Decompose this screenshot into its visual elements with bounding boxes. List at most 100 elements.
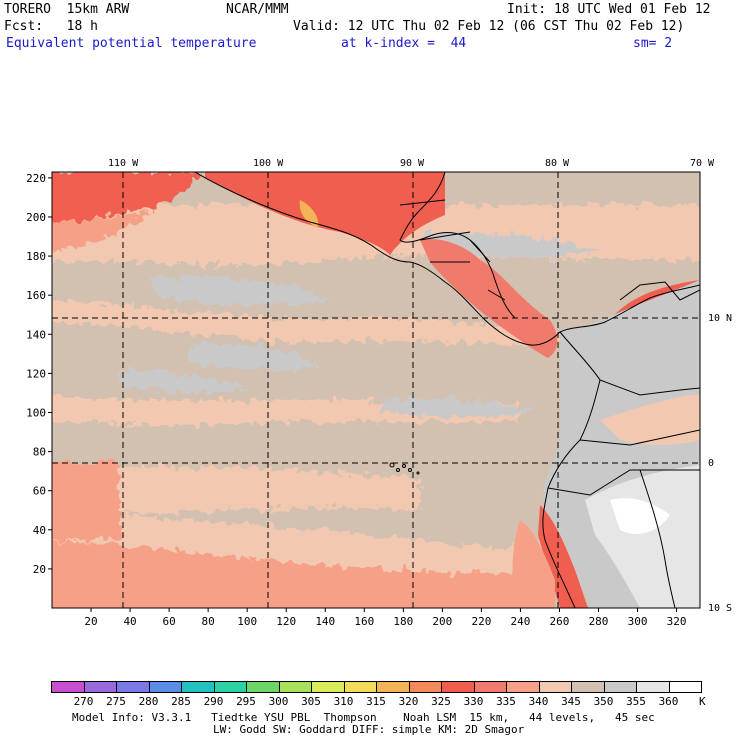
- agency-label: NCAR/MMM: [226, 2, 289, 17]
- field-gray-2: [190, 343, 320, 371]
- y-grid-label: 40: [33, 524, 46, 537]
- y-grid-label: 120: [26, 367, 46, 380]
- valid-time: Valid: 12 UTC Thu 02 Feb 12 (06 CST Thu …: [293, 19, 685, 34]
- colorbar-swatch: [213, 681, 247, 693]
- colorbar-label: 310: [333, 695, 354, 708]
- x-grid-label: 320: [667, 615, 687, 628]
- lon-label-100w: 100 W: [253, 158, 284, 169]
- y-grid-label: 180: [26, 250, 46, 263]
- x-grid-label: 240: [510, 615, 530, 628]
- colorbar-label: 280: [138, 695, 159, 708]
- colorbar-label: 360: [658, 695, 679, 708]
- colorbar-label: 330: [463, 695, 484, 708]
- field-salmon-peru: [512, 520, 555, 608]
- borders-south-america: [547, 379, 700, 496]
- colorbar-label: 295: [236, 695, 256, 708]
- colorbar-label: 275: [106, 695, 126, 708]
- colorbar-swatch: [343, 681, 377, 693]
- x-grid-label: 160: [354, 615, 374, 628]
- level-label: at k-index = 44: [341, 36, 467, 51]
- graticule: [52, 172, 700, 608]
- galapagos-4: [408, 468, 412, 472]
- colorbar-swatch: [246, 681, 280, 693]
- colorbar-swatch: [473, 681, 507, 693]
- lon-label-70w: 70 W: [690, 158, 715, 169]
- colorbar-swatch: [636, 681, 670, 693]
- lon-label-80w: 80 W: [545, 158, 570, 169]
- colorbar-unit: K: [699, 695, 706, 708]
- lon-label-110w: 110 W: [108, 158, 139, 169]
- smoothing-label: sm= 2: [633, 36, 673, 51]
- lat-label-10s: 10 S: [708, 603, 733, 614]
- galapagos-3: [402, 464, 406, 468]
- x-grid-label: 140: [315, 615, 335, 628]
- x-grid-label: 120: [276, 615, 296, 628]
- field-orange-spot: [299, 200, 319, 228]
- y-grid-label: 220: [26, 172, 46, 185]
- colorbar-swatch: [311, 681, 345, 693]
- field-red-isthmus: [420, 239, 558, 358]
- colorbar-label: 270: [73, 695, 94, 708]
- border-peru-brazil: [639, 469, 676, 608]
- y-grid-label: 160: [26, 289, 46, 302]
- x-grid-label: 40: [123, 615, 136, 628]
- field-salmon-south: [52, 540, 535, 608]
- colorbar-swatch: [148, 681, 182, 693]
- model-title: TORERO 15km ARW: [4, 2, 130, 17]
- map-frame: [51, 171, 701, 609]
- field-salmon-nw: [52, 212, 150, 250]
- x-grid-label: 80: [202, 615, 215, 628]
- init-time: Init: 18 UTC Wed 01 Feb 12: [507, 2, 711, 17]
- colorbar-swatch: [376, 681, 410, 693]
- forecast-hour: Fcst: 18 h: [4, 19, 98, 34]
- x-grid-label: 100: [237, 615, 257, 628]
- x-grid-label: 260: [550, 615, 570, 628]
- field-gray-4: [380, 398, 540, 417]
- field-white-peak: [610, 498, 670, 535]
- y-grid-labels: 220 200 180 160 140 120 100 80 60 40 20: [26, 172, 46, 576]
- colorbar-label: 340: [528, 695, 549, 708]
- colorbar-swatch: [506, 681, 540, 693]
- coast-south-america: [542, 331, 601, 608]
- x-grid-label: 280: [589, 615, 609, 628]
- colorbar-swatch: [441, 681, 475, 693]
- field-red-peru-coast: [538, 505, 588, 608]
- y-grid-label: 60: [33, 485, 46, 498]
- coast-venezuela: [619, 281, 700, 301]
- field-name: Equivalent potential temperature: [6, 36, 257, 51]
- field-salmon-west: [52, 462, 120, 540]
- colorbar-swatch: [538, 681, 572, 693]
- lat-label-10n: 10 N: [708, 313, 733, 324]
- x-grid-label: 180: [393, 615, 413, 628]
- field-peach-amazon: [600, 395, 700, 445]
- x-grid-label: 220: [471, 615, 491, 628]
- colorbar-label: 350: [593, 695, 614, 708]
- colorbar-swatch: [571, 681, 605, 693]
- colorbar-swatch: [51, 681, 85, 693]
- field-streak-1: [52, 300, 560, 346]
- galapagos-2: [396, 468, 400, 472]
- footer-model-info: Model Info: V3.3.1 Tiedtke YSU PBL Thomp…: [72, 711, 655, 724]
- colorbar-label: 300: [268, 695, 289, 708]
- colorbar-swatch: [668, 681, 702, 693]
- colorbar-label: 290: [203, 695, 224, 708]
- galapagos-5: [416, 471, 420, 475]
- coast-caribbean: [399, 172, 516, 319]
- field-red-mexico: [205, 172, 445, 255]
- colorbar-label: 355: [626, 695, 646, 708]
- colorbar-label: 315: [366, 695, 386, 708]
- colorbar-label: 320: [398, 695, 419, 708]
- x-grid-label: 200: [432, 615, 452, 628]
- colorbar-swatch: [603, 681, 637, 693]
- x-grid-label: 300: [628, 615, 648, 628]
- y-grid-label: 100: [26, 406, 46, 419]
- x-grid-label: 20: [84, 615, 97, 628]
- tick-marks: [48, 177, 678, 612]
- y-grid-label: 80: [33, 446, 46, 459]
- colorbar-swatch: [408, 681, 442, 693]
- footer-physics: LW: Godd SW: Goddard DIFF: simple KM: 2D…: [213, 723, 525, 736]
- colorbar-label: 325: [431, 695, 451, 708]
- field-gray-3: [120, 370, 250, 393]
- colorbar-swatch: [181, 681, 215, 693]
